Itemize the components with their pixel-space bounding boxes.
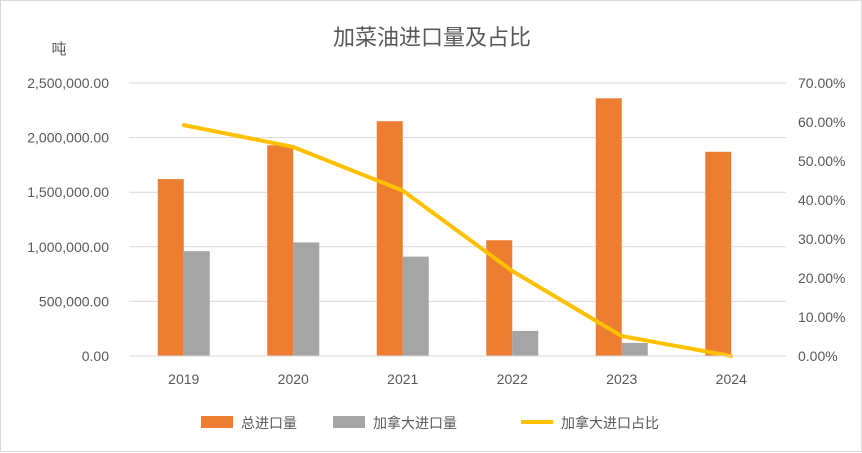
x-axis-tick-label: 2022 bbox=[497, 371, 528, 387]
x-axis-tick-label: 2021 bbox=[387, 371, 418, 387]
y-axis-unit-label: 吨 bbox=[51, 40, 66, 58]
right-axis-tick-label: 60.00% bbox=[798, 114, 845, 130]
total-import-bar bbox=[158, 179, 184, 356]
left-axis-tick-label: 2,500,000.00 bbox=[27, 75, 109, 91]
canada-ratio-line bbox=[184, 125, 732, 356]
right-axis-tick-label: 10.00% bbox=[798, 309, 845, 325]
legend-label: 总进口量 bbox=[241, 416, 297, 432]
left-axis-tick-label: 500,000.00 bbox=[39, 293, 109, 309]
left-axis-tick-label: 0.00 bbox=[82, 348, 109, 364]
canada-import-bar bbox=[512, 331, 538, 356]
x-axis-tick-label: 2023 bbox=[606, 371, 637, 387]
chart-title: 加菜油进口量及占比 bbox=[333, 26, 531, 51]
total-import-bar bbox=[377, 121, 403, 356]
x-axis-tick-label: 2024 bbox=[716, 371, 747, 387]
left-axis-tick-label: 1,000,000.00 bbox=[27, 239, 109, 255]
total-import-bar bbox=[486, 240, 512, 356]
right-axis-tick-label: 50.00% bbox=[798, 153, 845, 169]
total-import-bar bbox=[705, 152, 731, 356]
canada-import-bar bbox=[184, 251, 210, 356]
left-axis-tick-label: 2,000,000.00 bbox=[27, 130, 109, 146]
legend-swatch-total-import bbox=[201, 416, 233, 428]
x-axis-tick-label: 2019 bbox=[168, 371, 199, 387]
right-axis-tick-label: 40.00% bbox=[798, 192, 845, 208]
right-axis-tick-label: 0.00% bbox=[798, 348, 838, 364]
right-axis-tick-label: 70.00% bbox=[798, 75, 845, 91]
x-axis-tick-label: 2020 bbox=[278, 371, 309, 387]
right-axis-tick-label: 20.00% bbox=[798, 270, 845, 286]
total-import-bar bbox=[267, 145, 293, 356]
legend-swatch-canada-import bbox=[333, 416, 365, 428]
ratio-line bbox=[184, 125, 732, 356]
canada-import-bar bbox=[622, 343, 648, 356]
right-axis-tick-label: 30.00% bbox=[798, 231, 845, 247]
legend-label: 加拿大进口量 bbox=[373, 415, 457, 432]
legend: 总进口量 加拿大进口量 加拿大进口占比 bbox=[201, 415, 659, 432]
canada-import-bar bbox=[293, 242, 319, 356]
total-import-bar bbox=[596, 98, 622, 356]
canada-import-bar bbox=[403, 257, 429, 356]
gridlines bbox=[129, 83, 786, 301]
legend-label: 加拿大进口占比 bbox=[561, 415, 659, 432]
left-axis-tick-label: 1,500,000.00 bbox=[27, 184, 109, 200]
